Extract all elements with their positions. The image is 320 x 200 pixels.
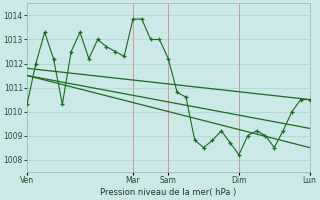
X-axis label: Pression niveau de la mer( hPa ): Pression niveau de la mer( hPa ): [100, 188, 236, 197]
